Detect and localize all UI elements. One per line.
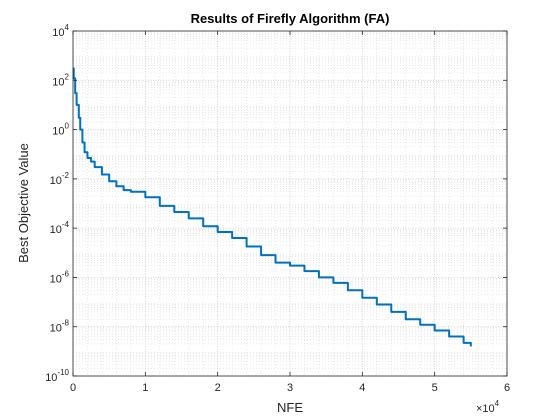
axes [72,30,508,377]
y-tick-base: 10 [45,372,57,384]
y-tick-base: 10 [52,27,64,39]
series-line [72,67,472,347]
x-tick-label: 5 [432,382,438,394]
x-tick-label: 1 [142,382,148,394]
y-tick-exponent: -10 [57,368,69,377]
x-tick-label: 6 [504,382,510,394]
y-tick-exponent: -2 [62,171,70,180]
x-tick-label: 3 [287,382,293,394]
y-tick-exponent: -6 [62,269,70,278]
y-tick-base: 10 [52,76,64,88]
y-tick-label: 10-6 [50,269,70,285]
y-tick-exponent: 4 [65,23,70,32]
y-tick-base: 10 [50,224,62,236]
x-multiplier-base: ×10 [476,403,495,415]
chart-title: Results of Firefly Algorithm (FA) [191,11,390,26]
x-tick-label: 4 [359,382,365,394]
x-axis-multiplier: ×104 [476,399,500,415]
y-tick-base: 10 [52,126,64,138]
y-tick-label: 10-10 [45,368,69,384]
y-tick-label: 100 [52,122,69,138]
x-tick-label: 0 [70,382,76,394]
y-tick-label: 10-4 [50,220,70,236]
y-tick-label: 10-8 [50,319,70,335]
x-tick-label: 2 [215,382,221,394]
x-axis-label: NFE [277,400,303,415]
y-axis-label: Best Objective Value [16,143,31,263]
y-tick-label: 10-2 [50,171,70,187]
y-tick-exponent: 0 [65,122,70,131]
y-tick-base: 10 [50,323,62,335]
x-multiplier-exponent: 4 [495,399,500,408]
y-tick-exponent: -8 [62,319,70,328]
y-tick-label: 104 [52,23,69,39]
y-tick-exponent: 2 [65,72,70,81]
grid [72,30,508,377]
y-tick-exponent: -4 [62,220,70,229]
y-tick-base: 10 [50,273,62,285]
y-tick-base: 10 [50,175,62,187]
y-tick-label: 102 [52,72,69,88]
series-layer [72,67,472,347]
